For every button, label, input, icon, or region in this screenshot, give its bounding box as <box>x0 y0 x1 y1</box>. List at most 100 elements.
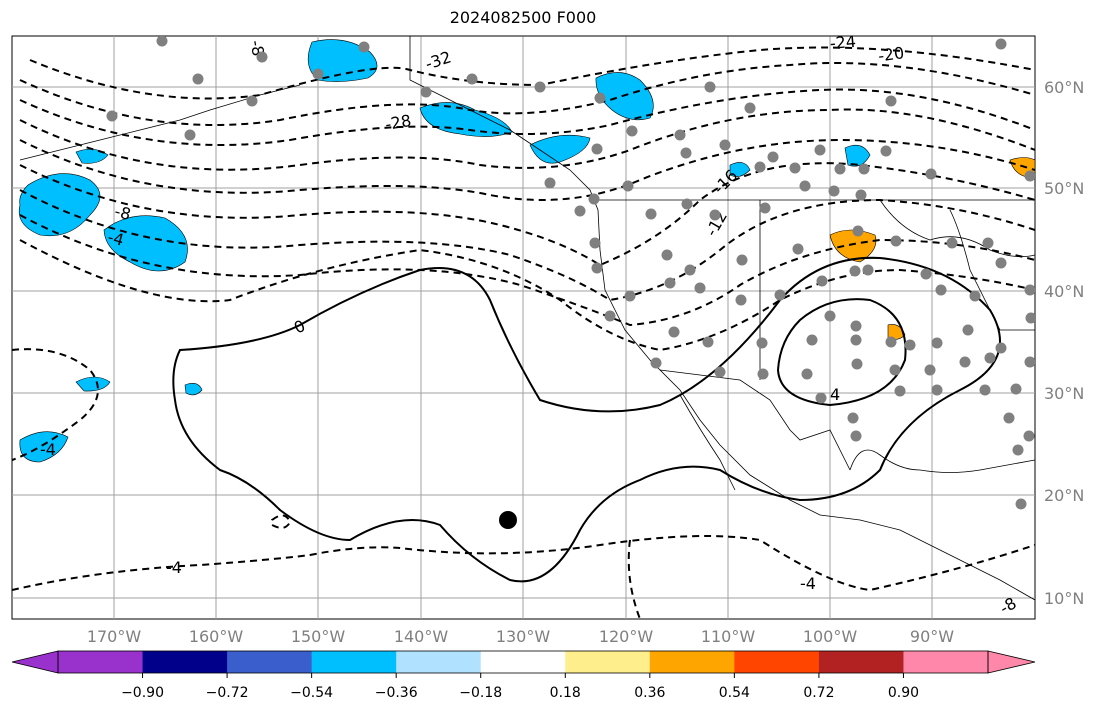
gray-station-dot <box>668 326 680 338</box>
gray-station-dot <box>574 205 586 217</box>
gray-station-dot <box>806 334 818 346</box>
gray-station-dot <box>544 177 556 189</box>
gray-station-dot <box>931 337 943 349</box>
gray-station-dot <box>925 168 937 180</box>
gray-station-dot <box>979 384 991 396</box>
colorbar-tick-label: −0.18 <box>459 685 502 701</box>
gray-station-dot <box>591 262 603 274</box>
gray-station-dot <box>719 139 731 151</box>
gray-station-dot <box>704 81 716 93</box>
gray-station-dot <box>995 38 1007 50</box>
lon-label: 130°W <box>496 627 551 646</box>
colorbar-tick-label: 0.36 <box>634 685 665 701</box>
gray-station-dot <box>680 147 692 159</box>
gray-station-dot <box>674 129 686 141</box>
gray-station-dot <box>814 144 826 156</box>
gray-station-dot <box>890 235 902 247</box>
colorbar-tick-label: −0.90 <box>121 685 164 701</box>
gray-station-dot <box>815 392 827 404</box>
gray-station-dot <box>1024 356 1035 368</box>
contours-positive <box>172 256 1001 583</box>
gray-station-dot <box>534 81 546 93</box>
lat-label: 50°N <box>1044 179 1084 198</box>
lon-label: 140°W <box>394 627 449 646</box>
colorbar-under-triangle <box>11 650 59 674</box>
gray-station-dot <box>709 209 721 221</box>
gray-station-dot <box>256 51 268 63</box>
gray-station-dot <box>792 243 804 255</box>
lat-label: 40°N <box>1044 282 1084 301</box>
gray-station-dot <box>591 143 603 155</box>
contour-label: 4 <box>830 385 840 404</box>
colorbar-segment <box>227 651 313 673</box>
gray-station-dot <box>855 189 867 201</box>
colorbar-segment <box>142 651 228 673</box>
gray-station-dot <box>759 202 771 214</box>
gray-station-dot <box>984 352 996 364</box>
gray-station-dot <box>824 310 836 322</box>
contour-label: -4 <box>166 558 182 577</box>
gray-station-dot <box>850 334 862 346</box>
colorbar-segment <box>565 651 651 673</box>
contour-label: -28 <box>384 111 413 134</box>
gray-station-dot <box>106 110 118 122</box>
gray-station-dot <box>851 358 863 370</box>
gray-station-dot <box>744 102 756 114</box>
gray-station-dot <box>880 145 892 157</box>
gray-station-dot <box>714 366 726 378</box>
gray-station-dot <box>757 368 769 380</box>
gray-station-dot <box>756 337 768 349</box>
colorbar-over-triangle <box>987 650 1036 674</box>
colorbar-tick-label: 0.18 <box>550 685 581 701</box>
gray-station-dot <box>801 368 813 380</box>
gray-station-dot <box>816 275 828 287</box>
gray-station-dot <box>312 68 324 80</box>
gray-station-dot <box>924 364 936 376</box>
colorbar-tick-label: 0.72 <box>803 685 834 701</box>
gray-station-dot <box>885 95 897 107</box>
gray-station-dot <box>774 289 786 301</box>
gray-station-dot <box>1024 284 1035 296</box>
gray-station-dot <box>995 257 1007 269</box>
gray-station-dot <box>995 342 1007 354</box>
gray-station-dot <box>799 180 811 192</box>
lon-label: 150°W <box>291 627 346 646</box>
gray-station-dot <box>935 284 947 296</box>
gray-station-dot <box>850 320 862 332</box>
gray-station-dot <box>920 268 932 280</box>
gray-station-dot <box>420 86 432 98</box>
gray-station-dot <box>735 294 747 306</box>
gray-station-dot <box>946 237 958 249</box>
gray-station-dot <box>1010 383 1022 395</box>
gray-station-dot <box>885 336 897 348</box>
gray-station-dot <box>828 185 840 197</box>
contour-label: -8 <box>113 201 133 223</box>
lat-label: 10°N <box>1044 589 1084 608</box>
gray-station-dot <box>1024 170 1035 182</box>
gray-station-dot <box>962 324 974 336</box>
gray-station-dot <box>664 277 676 289</box>
lon-label: 120°W <box>599 627 654 646</box>
gray-station-dot <box>604 310 616 322</box>
colorbar-segment <box>480 651 566 673</box>
station-dots <box>106 36 1035 510</box>
gray-station-dot <box>862 264 874 276</box>
gray-station-dot <box>645 208 657 220</box>
gray-station-dot <box>466 73 478 85</box>
gray-station-dot <box>192 73 204 85</box>
gray-station-dot <box>594 92 606 104</box>
gray-station-dot <box>850 430 862 442</box>
lat-label: 60°N <box>1044 78 1084 97</box>
gray-station-dot <box>1003 412 1015 424</box>
lon-label: 170°W <box>87 627 142 646</box>
contour-label: -20 <box>877 43 906 65</box>
gray-station-dot <box>767 151 779 163</box>
lat-label: 20°N <box>1044 486 1084 505</box>
colorbar-tick-label: −0.54 <box>290 685 333 701</box>
gray-station-dot <box>889 364 901 376</box>
gray-station-dot <box>589 237 601 249</box>
gray-station-dot <box>358 41 370 53</box>
black-dot-marker <box>499 511 517 529</box>
gray-station-dot <box>184 129 196 141</box>
colorbar-segment <box>58 651 144 673</box>
